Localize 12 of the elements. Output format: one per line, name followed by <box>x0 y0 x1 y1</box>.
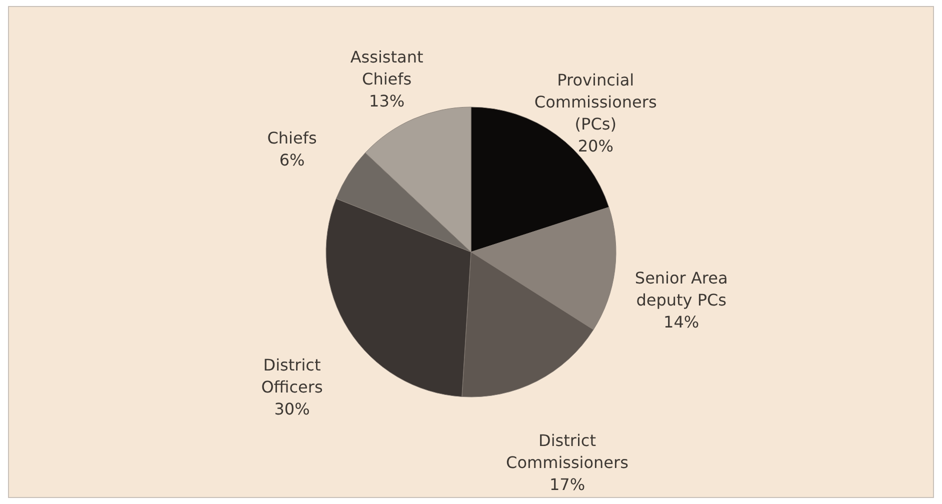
data-label: 13% <box>369 91 405 110</box>
slice-label: Assistant Chiefs <box>350 47 424 88</box>
data-label: 17% <box>549 474 586 494</box>
slice-label: District Commissioners <box>506 430 628 472</box>
data-label: 14% <box>664 312 700 332</box>
data-label: 20% <box>578 136 614 156</box>
data-label: 6% <box>279 150 305 170</box>
slice-label: Provincial Commissioners (PCs) <box>534 70 657 134</box>
slice-label: Senior Area deputy PCs <box>634 268 728 310</box>
slice-label: Chiefs <box>267 128 317 148</box>
data-label: 30% <box>274 400 310 419</box>
slice-label: District Officers <box>261 356 323 397</box>
